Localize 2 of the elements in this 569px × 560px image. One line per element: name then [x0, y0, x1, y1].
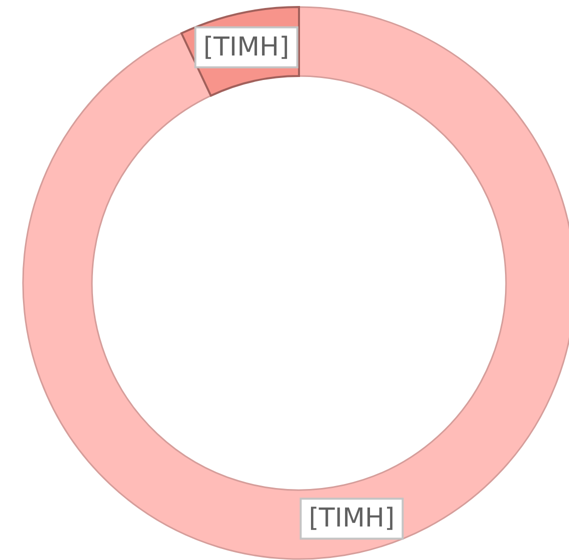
- data-label: [ΤΙΜΗ]: [203, 32, 290, 62]
- data-label: [ΤΙΜΗ]: [308, 504, 395, 534]
